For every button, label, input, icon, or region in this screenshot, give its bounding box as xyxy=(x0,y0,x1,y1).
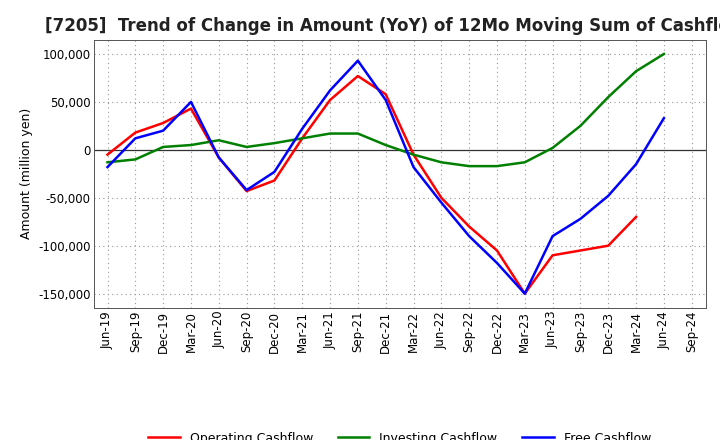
Operating Cashflow xyxy=(631,214,640,220)
Free Cashflow xyxy=(270,169,279,175)
Free Cashflow xyxy=(409,165,418,170)
Investing Cashflow xyxy=(549,145,557,150)
Operating Cashflow xyxy=(549,253,557,258)
Investing Cashflow xyxy=(382,143,390,148)
Free Cashflow xyxy=(549,234,557,239)
Operating Cashflow xyxy=(159,121,168,126)
Free Cashflow xyxy=(242,187,251,193)
Free Cashflow xyxy=(159,128,168,133)
Operating Cashflow xyxy=(270,178,279,183)
Investing Cashflow xyxy=(159,144,168,150)
Free Cashflow xyxy=(521,291,529,296)
Operating Cashflow xyxy=(492,248,501,253)
Free Cashflow xyxy=(660,116,668,121)
Operating Cashflow xyxy=(131,130,140,135)
Operating Cashflow xyxy=(604,243,613,248)
Investing Cashflow xyxy=(354,131,362,136)
Free Cashflow xyxy=(298,126,307,132)
Investing Cashflow xyxy=(437,160,446,165)
Operating Cashflow xyxy=(215,155,223,160)
Free Cashflow xyxy=(576,216,585,221)
Free Cashflow xyxy=(103,165,112,170)
Free Cashflow xyxy=(131,136,140,141)
Free Cashflow xyxy=(465,234,474,239)
Operating Cashflow xyxy=(437,195,446,200)
Free Cashflow xyxy=(382,97,390,103)
Operating Cashflow xyxy=(465,224,474,229)
Investing Cashflow xyxy=(576,123,585,128)
Free Cashflow xyxy=(631,161,640,167)
Operating Cashflow xyxy=(409,152,418,157)
Investing Cashflow xyxy=(465,164,474,169)
Investing Cashflow xyxy=(215,138,223,143)
Investing Cashflow xyxy=(131,157,140,162)
Free Cashflow xyxy=(492,260,501,266)
Line: Investing Cashflow: Investing Cashflow xyxy=(107,54,664,166)
Investing Cashflow xyxy=(409,152,418,157)
Y-axis label: Amount (million yen): Amount (million yen) xyxy=(19,108,33,239)
Free Cashflow xyxy=(215,155,223,160)
Operating Cashflow xyxy=(382,92,390,97)
Investing Cashflow xyxy=(492,164,501,169)
Investing Cashflow xyxy=(270,140,279,146)
Operating Cashflow xyxy=(186,106,195,111)
Free Cashflow xyxy=(354,58,362,63)
Legend: Operating Cashflow, Investing Cashflow, Free Cashflow: Operating Cashflow, Investing Cashflow, … xyxy=(143,427,656,440)
Line: Free Cashflow: Free Cashflow xyxy=(107,61,664,293)
Operating Cashflow xyxy=(576,248,585,253)
Investing Cashflow xyxy=(242,144,251,150)
Investing Cashflow xyxy=(186,143,195,148)
Investing Cashflow xyxy=(325,131,334,136)
Operating Cashflow xyxy=(354,73,362,79)
Line: Operating Cashflow: Operating Cashflow xyxy=(107,76,636,293)
Title: [7205]  Trend of Change in Amount (YoY) of 12Mo Moving Sum of Cashflows: [7205] Trend of Change in Amount (YoY) o… xyxy=(45,17,720,35)
Operating Cashflow xyxy=(103,152,112,157)
Investing Cashflow xyxy=(604,95,613,100)
Free Cashflow xyxy=(325,88,334,93)
Free Cashflow xyxy=(604,193,613,198)
Operating Cashflow xyxy=(521,291,529,296)
Operating Cashflow xyxy=(298,136,307,141)
Investing Cashflow xyxy=(631,69,640,74)
Investing Cashflow xyxy=(103,160,112,165)
Investing Cashflow xyxy=(660,51,668,57)
Investing Cashflow xyxy=(521,160,529,165)
Operating Cashflow xyxy=(325,97,334,103)
Free Cashflow xyxy=(186,99,195,105)
Free Cashflow xyxy=(437,200,446,205)
Investing Cashflow xyxy=(298,136,307,141)
Operating Cashflow xyxy=(242,188,251,194)
